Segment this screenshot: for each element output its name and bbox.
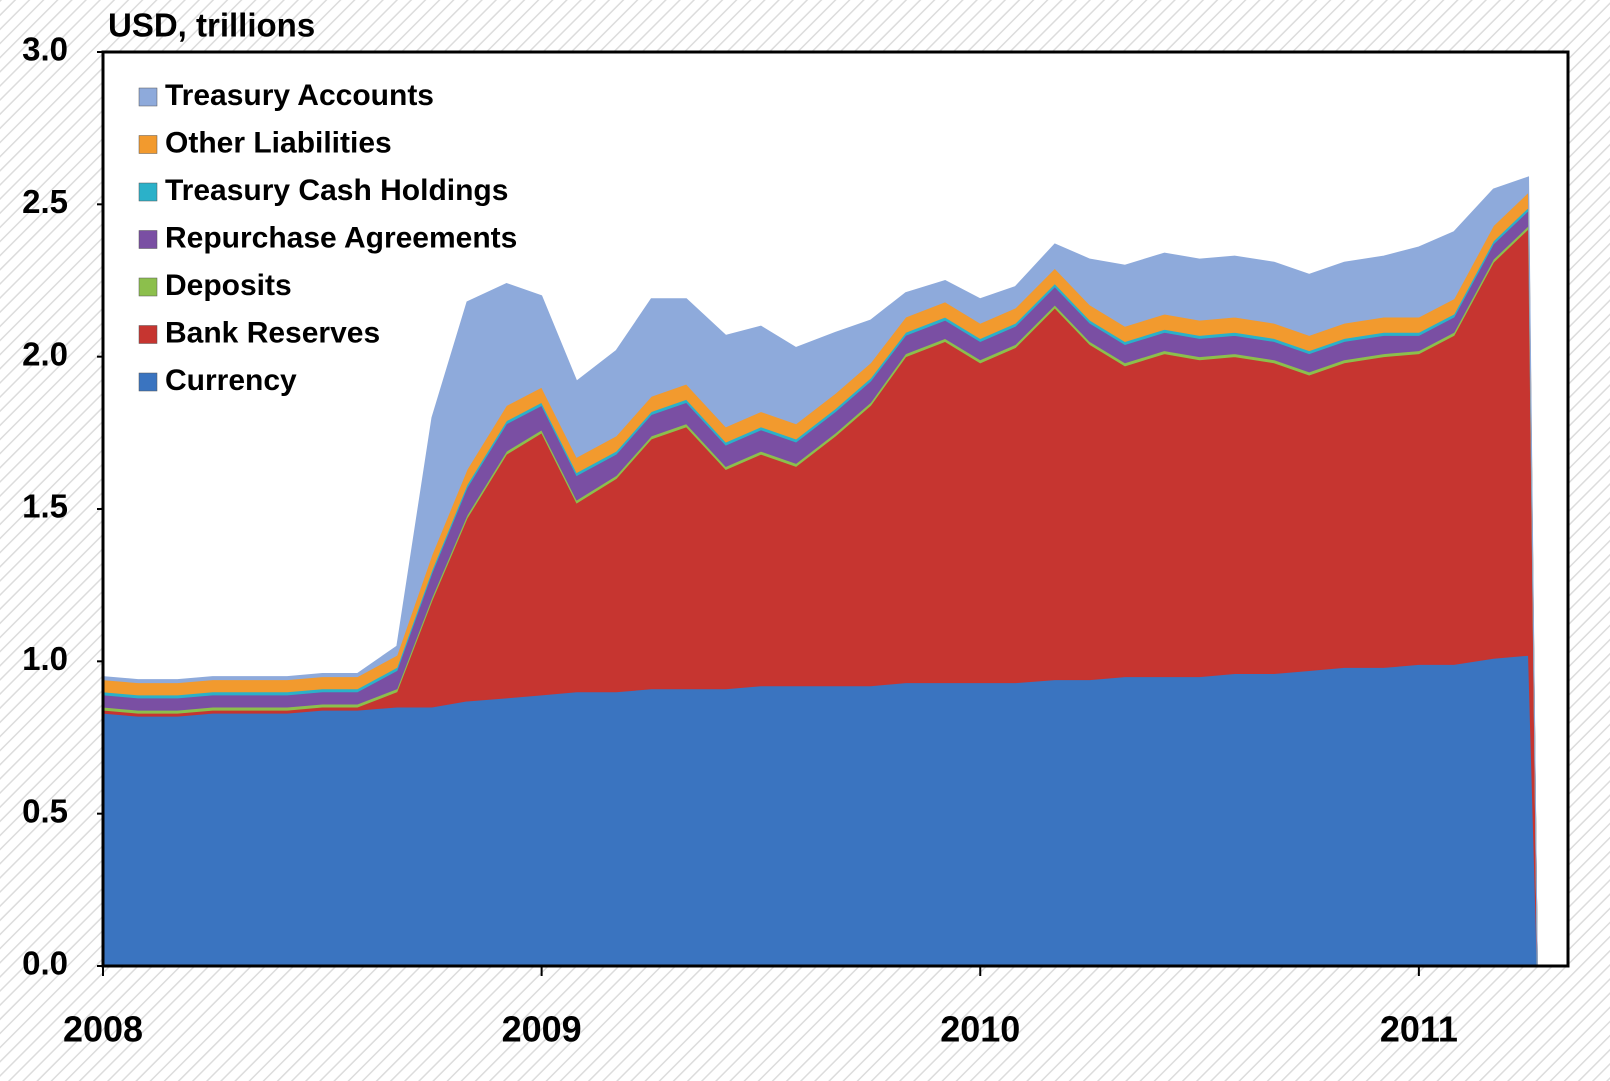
y-tick-label: 0.5 [22,792,68,829]
legend-label: Currency [165,364,297,397]
y-tick-label: 1.5 [22,488,68,525]
legend-swatch [138,325,158,344]
area [102,176,1538,967]
chart-title: USD, trillions [108,7,315,44]
legend-label: Other Liabilities [165,126,392,159]
x-tick-label: 2010 [940,1009,1020,1050]
legend-label: Treasury Accounts [165,79,434,112]
x-tick-label: 2009 [502,1009,582,1050]
legend-swatch [138,230,158,249]
legend-swatch [138,135,158,154]
legend-swatch [138,182,158,202]
legend-swatch [138,87,158,107]
y-tick-label: 2.5 [22,183,68,220]
x-tick-label: 2008 [63,1009,143,1050]
legend-swatch [138,277,158,297]
areas [102,176,1538,967]
legend-label: Repurchase Agreements [165,221,517,254]
y-tick-label: 0.0 [22,945,68,982]
y-tick-label: 3.0 [22,31,68,68]
y-tick-label: 1.0 [22,640,68,677]
y-tick-label: 2.0 [22,335,68,372]
legend-label: Bank Reserves [165,316,380,349]
legend-label: Treasury Cash Holdings [165,174,508,207]
x-tick-label: 2011 [1380,1009,1458,1050]
legend-swatch [138,372,158,392]
legend-label: Deposits [165,269,292,302]
